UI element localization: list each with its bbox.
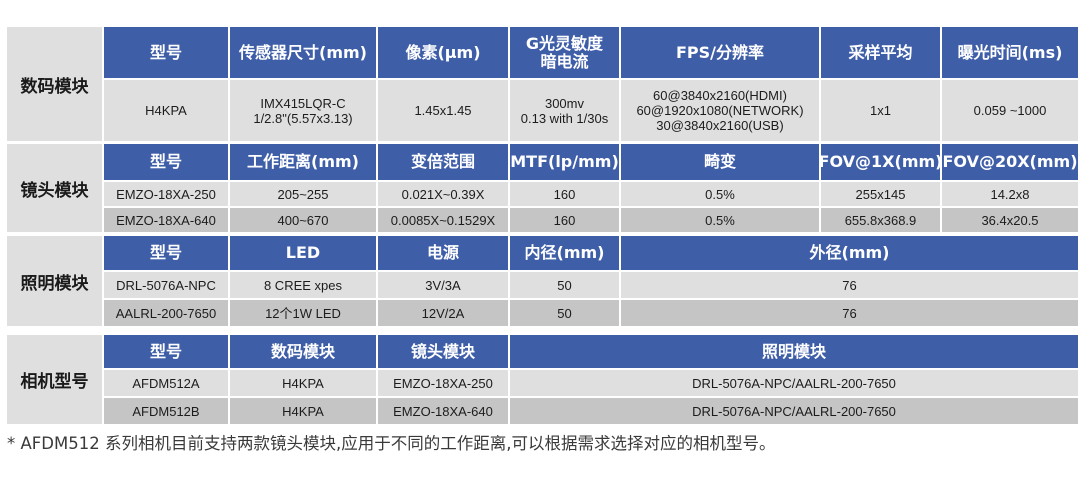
table-cell: 14.2x8 [942, 182, 1078, 206]
table-cell: H4KPA [230, 398, 376, 424]
table-cell: 50 [510, 300, 619, 326]
table-cell: 3V/3A [378, 272, 508, 298]
table-cell: 0.059 ~1000 [942, 80, 1078, 141]
digital-module-section: 数码模块 型号 传感器尺寸(mm) 像素(μm) G光灵敏度 暗电流 FPS/分… [7, 27, 1078, 141]
section-label: 相机型号 [7, 335, 102, 424]
col-header: 型号 [104, 144, 228, 180]
table-cell: 205~255 [230, 182, 376, 206]
col-header: FOV@1X(mm) [819, 144, 942, 180]
lighting-module-section: 照明模块 型号 LED 电源 内径(mm) 外径(mm) DRL-5076A-N… [7, 236, 1078, 326]
table-cell: AFDM512B [104, 398, 228, 424]
col-header: 工作距离(mm) [230, 144, 376, 180]
col-header: 像素(μm) [378, 27, 508, 78]
spec-table: 数码模块 型号 传感器尺寸(mm) 像素(μm) G光灵敏度 暗电流 FPS/分… [7, 27, 1078, 427]
col-header: FPS/分辨率 [621, 27, 819, 78]
col-header: 畸变 [621, 144, 819, 180]
table-cell: 76 [621, 300, 1078, 326]
table-cell: 36.4x20.5 [942, 208, 1078, 232]
col-header: 电源 [378, 236, 508, 270]
table-cell: 0.5% [621, 208, 819, 232]
col-header: 镜头模块 [378, 335, 508, 368]
table-cell: 160 [510, 208, 619, 232]
col-header: 外径(mm) [621, 236, 1078, 270]
table-cell: EMZO-18XA-640 [378, 398, 508, 424]
table-cell: 160 [510, 182, 619, 206]
section-label: 镜头模块 [7, 144, 102, 232]
table-cell: 655.8x368.9 [821, 208, 940, 232]
table-cell: DRL-5076A-NPC/AALRL-200-7650 [510, 370, 1078, 396]
col-header: 曝光时间(ms) [942, 27, 1078, 78]
col-header: 采样平均 [821, 27, 940, 78]
section-label: 照明模块 [7, 236, 102, 326]
table-cell: 12V/2A [378, 300, 508, 326]
section-label: 数码模块 [7, 27, 102, 141]
table-cell: 300mv 0.13 with 1/30s [510, 80, 619, 141]
table-cell: EMZO-18XA-250 [104, 182, 228, 206]
camera-model-section: 相机型号 型号 数码模块 镜头模块 照明模块 AFDM512A H4KPA EM… [7, 335, 1078, 424]
table-cell: 60@3840x2160(HDMI) 60@1920x1080(NETWORK)… [621, 80, 819, 141]
col-header: 型号 [104, 335, 228, 368]
table-cell: DRL-5076A-NPC [104, 272, 228, 298]
table-cell: EMZO-18XA-250 [378, 370, 508, 396]
col-header: 传感器尺寸(mm) [230, 27, 376, 78]
col-header: 数码模块 [230, 335, 376, 368]
table-cell: 1x1 [821, 80, 940, 141]
table-cell: 0.5% [621, 182, 819, 206]
col-header: 照明模块 [510, 335, 1078, 368]
table-cell: 1.45x1.45 [378, 80, 508, 141]
table-cell: 255x145 [821, 182, 940, 206]
table-cell: DRL-5076A-NPC/AALRL-200-7650 [510, 398, 1078, 424]
col-header: G光灵敏度 暗电流 [510, 27, 619, 78]
col-header: MTF(lp/mm) [510, 144, 619, 180]
col-header: 变倍范围 [378, 144, 508, 180]
table-cell: H4KPA [230, 370, 376, 396]
table-cell: 8 CREE xpes [230, 272, 376, 298]
table-cell: IMX415LQR-C 1/2.8"(5.57x3.13) [230, 80, 376, 141]
table-cell: AFDM512A [104, 370, 228, 396]
table-cell: 50 [510, 272, 619, 298]
footnote: * AFDM512 系列相机目前支持两款镜头模块,应用于不同的工作距离,可以根据… [7, 434, 776, 453]
table-cell: 76 [621, 272, 1078, 298]
col-header: FOV@20X(mm) [942, 144, 1078, 180]
col-header: 内径(mm) [510, 236, 619, 270]
table-cell: H4KPA [104, 80, 228, 141]
table-cell: 12个1W LED [230, 300, 376, 326]
col-header: 型号 [104, 236, 228, 270]
table-cell: AALRL-200-7650 [104, 300, 228, 326]
lens-module-section: 镜头模块 型号 工作距离(mm) 变倍范围 MTF(lp/mm) 畸变 FOV@… [7, 144, 1078, 232]
table-cell: 0.021X~0.39X [378, 182, 508, 206]
col-header: LED [230, 236, 376, 270]
table-cell: 400~670 [230, 208, 376, 232]
col-header: 型号 [104, 27, 228, 78]
table-cell: 0.0085X~0.1529X [378, 208, 508, 232]
table-cell: EMZO-18XA-640 [104, 208, 228, 232]
